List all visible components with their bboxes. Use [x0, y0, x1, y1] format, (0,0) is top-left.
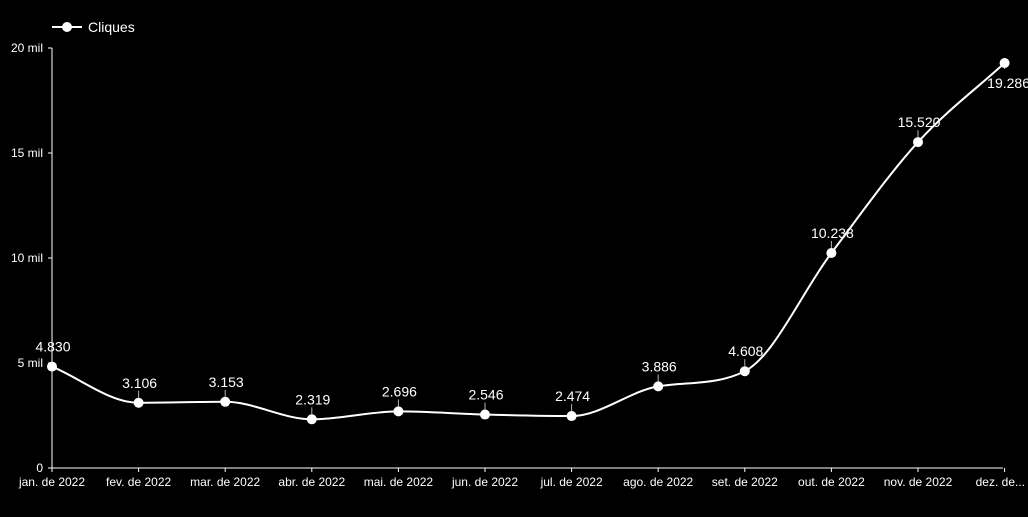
legend-label: Cliques — [88, 19, 135, 35]
y-tick-label: 5 mil — [18, 356, 43, 370]
series-line — [51, 62, 1006, 421]
x-tick-label: jan. de 2022 — [18, 475, 85, 489]
x-tick-label: jul. de 2022 — [540, 475, 603, 489]
data-label: 15.520 — [898, 114, 941, 130]
data-label: 2.319 — [295, 391, 330, 407]
data-label: 2.546 — [468, 387, 503, 403]
data-label: 2.696 — [382, 383, 417, 399]
data-point[interactable] — [306, 414, 317, 425]
data-point[interactable] — [566, 411, 577, 422]
data-label: 4.608 — [728, 343, 763, 359]
y-tick-label: 15 mil — [11, 146, 43, 160]
x-tick-label: abr. de 2022 — [278, 475, 345, 489]
series-cliques: 4.830 3.106 3.153 2.319 2.696 2.546 2.474 3.886… — [35, 57, 1028, 425]
x-tick-label: fev. de 2022 — [106, 475, 171, 489]
x-tick-label: mai. de 2022 — [364, 475, 434, 489]
data-point[interactable] — [220, 396, 231, 407]
data-point[interactable] — [653, 381, 664, 392]
x-tick-label: ago. de 2022 — [623, 475, 693, 489]
data-label: 19.286 — [987, 75, 1028, 91]
data-point[interactable] — [393, 406, 404, 417]
data-point[interactable] — [826, 248, 837, 259]
x-tick-label: set. de 2022 — [712, 475, 778, 489]
x-tick-label: mar. de 2022 — [190, 475, 260, 489]
data-point[interactable] — [47, 361, 57, 372]
data-label: 3.886 — [642, 358, 677, 374]
data-label: 2.474 — [555, 388, 590, 404]
legend[interactable]: Cliques — [52, 19, 135, 35]
y-axis: 0 5 mil 10 mil 15 mil 20 mil — [11, 41, 53, 475]
data-point[interactable] — [739, 366, 750, 377]
data-label: 4.830 — [35, 339, 70, 355]
y-tick-label: 20 mil — [11, 41, 43, 55]
x-tick-label: jun. de 2022 — [451, 475, 518, 489]
x-tick-label: out. de 2022 — [798, 475, 865, 489]
data-label: 3.153 — [209, 374, 244, 390]
data-point[interactable] — [480, 409, 490, 420]
data-point[interactable] — [913, 137, 923, 148]
y-tick-label: 10 mil — [11, 251, 43, 265]
x-tick-label: dez. de... — [976, 475, 1025, 489]
data-point[interactable] — [133, 397, 144, 408]
data-label: 10.238 — [811, 225, 854, 241]
x-axis: jan. de 2022 fev. de 2022 mar. de 2022 abr.… — [18, 467, 1025, 489]
data-label: 3.106 — [122, 375, 157, 391]
x-tick-label: nov. de 2022 — [884, 475, 953, 489]
legend-dot-marker — [62, 22, 72, 32]
y-tick-label: 0 — [36, 461, 43, 475]
